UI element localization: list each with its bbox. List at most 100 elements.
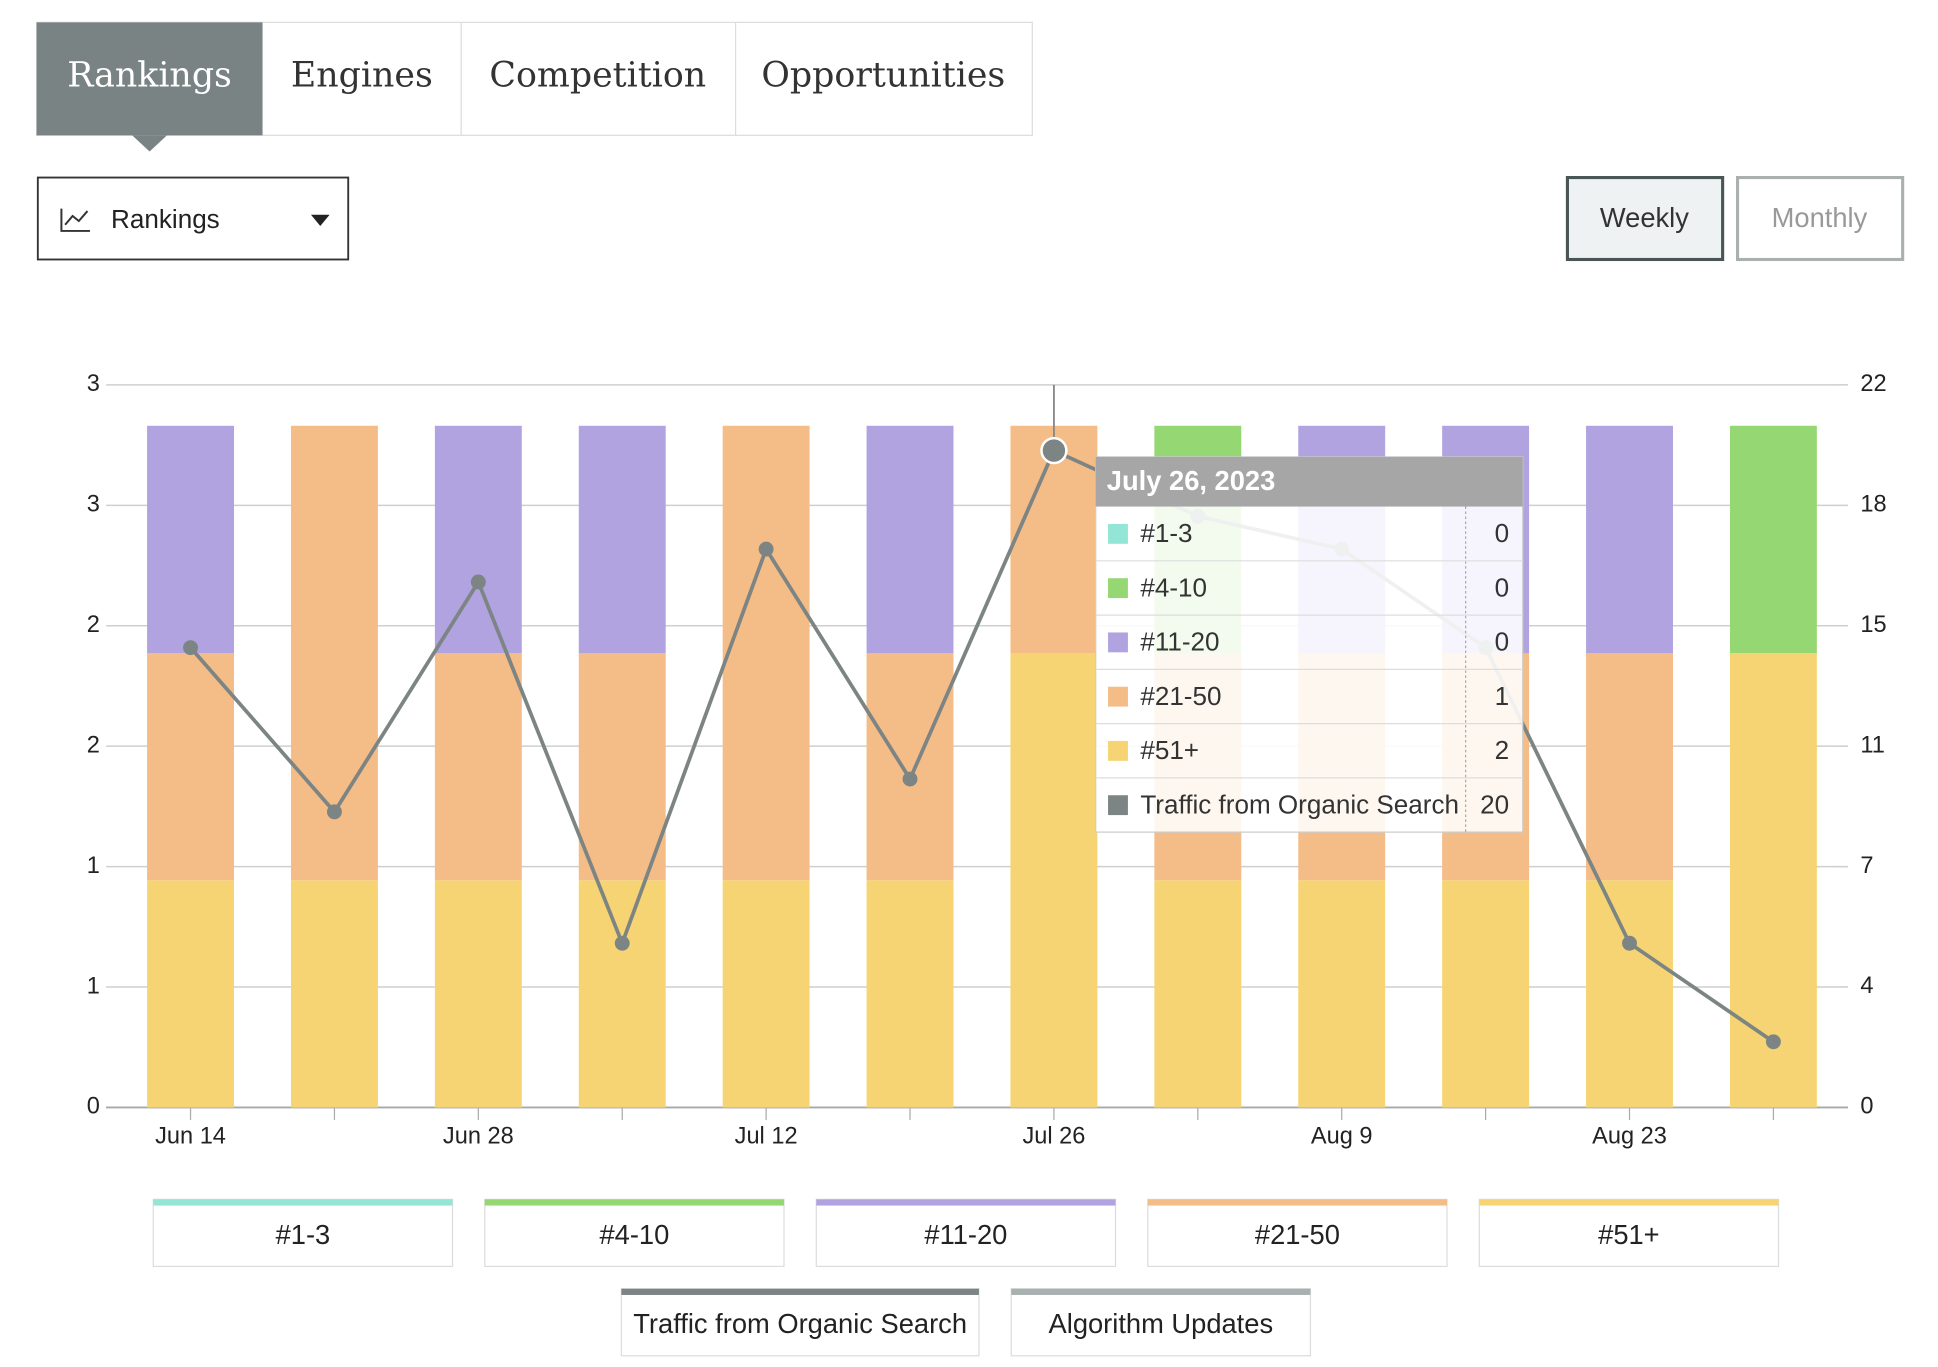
- y-tick-label: 3: [87, 491, 100, 517]
- legend-swatch: [1147, 1199, 1448, 1206]
- legend-item[interactable]: [1478, 1198, 1780, 1268]
- legend-swatch: [484, 1199, 785, 1206]
- line-point: [758, 541, 774, 557]
- bar-segment: [866, 880, 954, 1108]
- bar-segment: [578, 880, 666, 1108]
- bar-segment: [1442, 880, 1530, 1108]
- legend-item[interactable]: [815, 1198, 1117, 1268]
- legend-item[interactable]: [1147, 1198, 1448, 1268]
- bar-segment: [866, 653, 954, 881]
- y2-tick-label: 22: [1860, 370, 1886, 396]
- bar-segment: [1586, 653, 1673, 881]
- tooltip-header: [1095, 456, 1523, 507]
- y-tick-label: 0: [87, 1093, 100, 1119]
- dropdown-caret: [310, 214, 330, 226]
- y-tick-label: 2: [87, 611, 100, 637]
- bar-segment: [434, 653, 522, 881]
- legend-swatch: [153, 1199, 453, 1206]
- tooltip-value: 0: [1495, 518, 1510, 548]
- tooltip-swatch: [1108, 686, 1128, 707]
- legend-item[interactable]: [1010, 1288, 1312, 1357]
- bar-segment: [1729, 653, 1817, 1108]
- y2-tick-label: 11: [1860, 731, 1884, 757]
- y-tick-label: 1: [87, 972, 100, 998]
- legend-label: #11-20: [924, 1219, 1007, 1250]
- y-tick-label: 1: [87, 852, 100, 878]
- bar-segment: [147, 653, 234, 881]
- tooltip-swatch: [1108, 740, 1128, 761]
- x-tick-label: Jul 12: [735, 1123, 798, 1149]
- tooltip-name: #11-20: [1140, 627, 1219, 657]
- tooltip-value: 0: [1495, 627, 1510, 657]
- tab[interactable]: Rankings: [67, 55, 232, 95]
- tooltip-value: 2: [1495, 735, 1510, 765]
- tab[interactable]: Competition: [489, 55, 706, 95]
- tooltip-value: 1: [1495, 681, 1510, 711]
- legend-label: #1-3: [276, 1219, 331, 1250]
- bar-segment: [434, 425, 522, 654]
- x-tick-label: Jun 28: [443, 1123, 514, 1149]
- button-label: Monthly: [1772, 202, 1868, 233]
- bar-segment: [147, 880, 234, 1108]
- bar-segment: [147, 425, 234, 654]
- legend-item[interactable]: [152, 1198, 454, 1268]
- bar-segment: [722, 425, 810, 881]
- tooltip-name: #1-3: [1140, 518, 1192, 548]
- legend-label: Algorithm Updates: [1049, 1308, 1274, 1339]
- bar-segment: [722, 880, 810, 1108]
- line-point: [1622, 935, 1637, 951]
- y-tick-label: 2: [87, 731, 100, 757]
- tab[interactable]: Opportunities: [761, 55, 1005, 95]
- tooltip-swatch: [1108, 795, 1128, 816]
- weekly-button[interactable]: [1565, 175, 1725, 262]
- line-point: [1040, 436, 1068, 465]
- bar-segment: [1298, 880, 1386, 1108]
- x-tick-label: Jun 14: [155, 1123, 226, 1149]
- x-tick-label: Jul 26: [1022, 1123, 1085, 1149]
- tooltip-swatch: [1108, 578, 1128, 599]
- bar-segment: [1729, 425, 1817, 654]
- x-tick-label: Aug 23: [1592, 1123, 1667, 1149]
- dropdown[interactable]: [36, 176, 350, 261]
- bar-segment: [866, 425, 954, 654]
- y2-tick-label: 0: [1860, 1093, 1873, 1119]
- legend-label: #51+: [1598, 1219, 1660, 1250]
- bar-segment: [1154, 880, 1242, 1108]
- bar-segment: [578, 425, 666, 654]
- bar-segment: [290, 880, 378, 1108]
- tab-pointer: [132, 135, 167, 152]
- y2-tick-label: 15: [1860, 611, 1886, 637]
- dropdown-label: Rankings: [111, 204, 220, 234]
- monthly-button[interactable]: [1735, 175, 1905, 262]
- legend-swatch: [1011, 1288, 1311, 1295]
- line-point: [902, 771, 918, 787]
- legend-swatch: [816, 1199, 1116, 1206]
- tooltip-name: #21-50: [1140, 681, 1221, 711]
- tooltip-title: July 26, 2023: [1107, 465, 1275, 496]
- legend-swatch: [1479, 1199, 1779, 1206]
- legend-label: #21-50: [1255, 1219, 1340, 1250]
- tab[interactable]: Engines: [291, 55, 433, 95]
- legend-item[interactable]: [620, 1288, 980, 1357]
- legend-item[interactable]: [484, 1198, 785, 1268]
- legend-label: #4-10: [599, 1219, 669, 1250]
- legend-swatch: [621, 1288, 979, 1295]
- line-point: [326, 804, 342, 820]
- bar-segment: [1010, 653, 1098, 1108]
- button-label: Weekly: [1600, 202, 1689, 233]
- tab-active[interactable]: [36, 22, 263, 136]
- y-tick-label: 3: [87, 370, 100, 396]
- line-point: [183, 640, 198, 656]
- tooltip-name: Traffic from Organic Search: [1140, 789, 1459, 819]
- tooltip-swatch: [1108, 523, 1128, 544]
- tooltip: [1095, 456, 1524, 833]
- bar-segment: [1586, 880, 1673, 1108]
- legend-label: Traffic from Organic Search: [633, 1308, 967, 1339]
- chart-icon: [60, 208, 90, 232]
- tooltip-name: #51+: [1140, 735, 1199, 765]
- tooltip-name: #4-10: [1140, 572, 1207, 602]
- line-point: [1765, 1034, 1781, 1050]
